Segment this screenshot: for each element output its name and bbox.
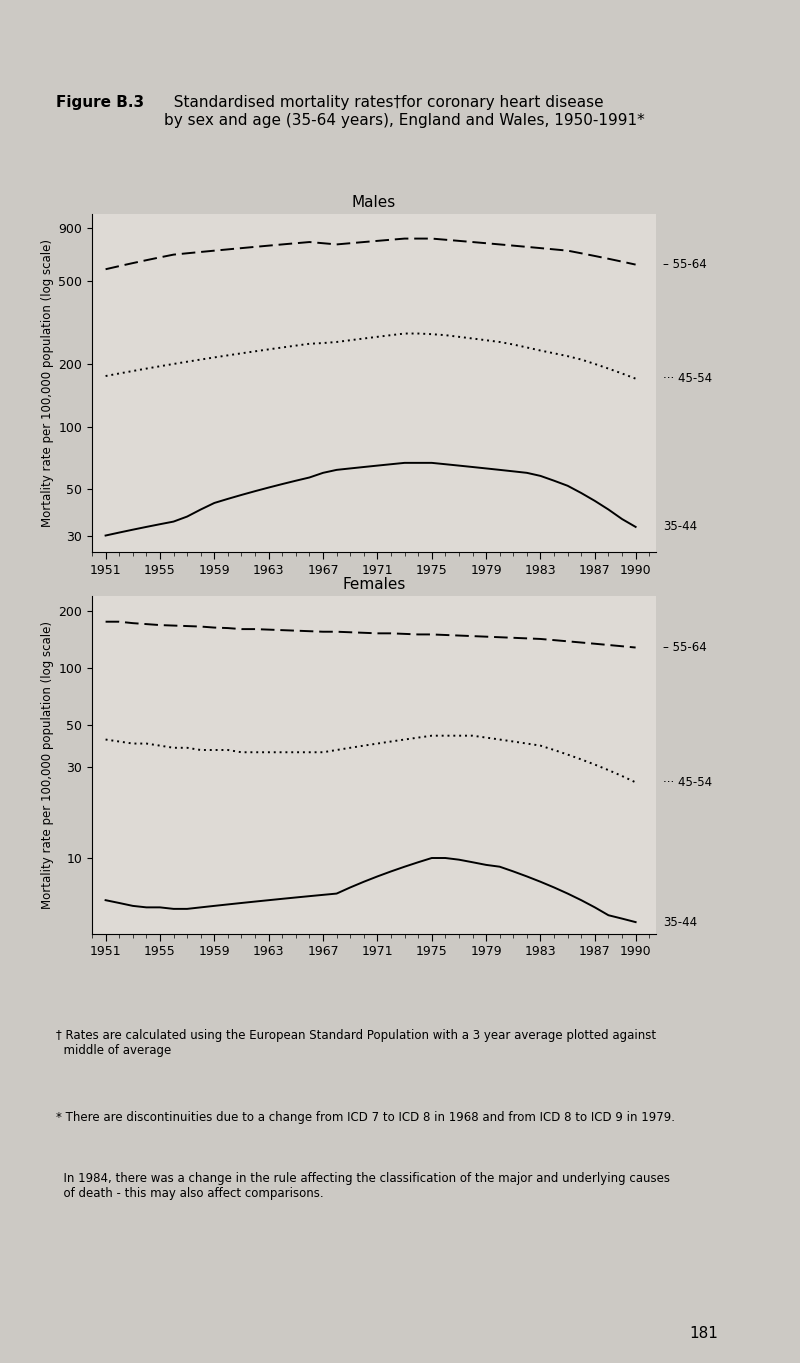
Text: † Rates are calculated using the European Standard Population with a 3 year aver: † Rates are calculated using the Europea… — [56, 1029, 656, 1058]
Text: 181: 181 — [690, 1325, 718, 1341]
Text: Standardised mortality rates†for coronary heart disease
by sex and age (35-64 ye: Standardised mortality rates†for coronar… — [164, 95, 645, 128]
Text: 35-44: 35-44 — [662, 916, 697, 928]
Text: – 55-64: – 55-64 — [662, 641, 706, 654]
Text: * There are discontinuities due to a change from ICD 7 to ICD 8 in 1968 and from: * There are discontinuities due to a cha… — [56, 1111, 675, 1124]
Text: Figure B.3: Figure B.3 — [56, 95, 144, 110]
Title: Males: Males — [352, 195, 396, 210]
Text: In 1984, there was a change in the rule affecting the classification of the majo: In 1984, there was a change in the rule … — [56, 1172, 670, 1201]
Text: ··· 45-54: ··· 45-54 — [662, 776, 712, 789]
Y-axis label: Mortality rate per 100,000 population (log scale): Mortality rate per 100,000 population (l… — [41, 239, 54, 527]
Text: ··· 45-54: ··· 45-54 — [662, 372, 712, 386]
Text: – 55-64: – 55-64 — [662, 258, 706, 271]
Title: Females: Females — [342, 577, 406, 592]
Y-axis label: Mortality rate per 100,000 population (log scale): Mortality rate per 100,000 population (l… — [42, 620, 54, 909]
Text: 35-44: 35-44 — [662, 521, 697, 533]
